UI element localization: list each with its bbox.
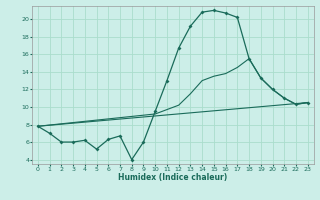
X-axis label: Humidex (Indice chaleur): Humidex (Indice chaleur) bbox=[118, 173, 228, 182]
